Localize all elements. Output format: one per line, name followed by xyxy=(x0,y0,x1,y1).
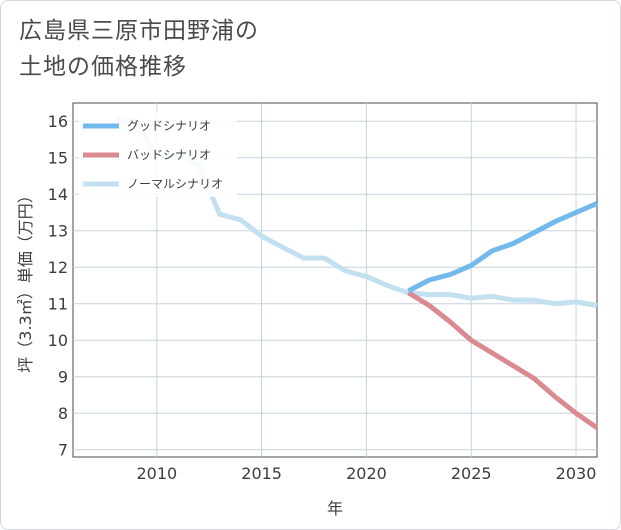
y-tick-label: 12 xyxy=(48,258,68,277)
x-tick-label: 2025 xyxy=(451,464,492,483)
chart-title: 広島県三原市田野浦の 土地の価格推移 xyxy=(19,13,259,85)
x-axis-title: 年 xyxy=(327,499,343,518)
x-tick-label: 2015 xyxy=(241,464,282,483)
series-line-0 xyxy=(407,201,598,294)
x-tick-label: 2030 xyxy=(556,464,597,483)
y-tick-label: 8 xyxy=(58,404,68,423)
y-tick-label: 13 xyxy=(48,222,68,241)
chart-title-line2: 土地の価格推移 xyxy=(19,54,187,80)
x-axis-ticks: 2010 2015 2020 2025 2030 xyxy=(136,464,596,483)
y-tick-label: 10 xyxy=(48,331,68,350)
legend-label: バッドシナリオ xyxy=(127,148,211,162)
y-axis-title: 坪（3.3㎡）単価（万円） xyxy=(16,187,35,372)
chart-title-line1: 広島県三原市田野浦の xyxy=(19,18,259,44)
y-tick-label: 14 xyxy=(48,185,68,204)
y-axis-ticks: 7 8 9 10 11 12 13 14 15 16 xyxy=(48,112,68,459)
legend-label: ノーマルシナリオ xyxy=(127,177,223,191)
x-tick-label: 2010 xyxy=(136,464,177,483)
series-line-1 xyxy=(407,290,599,430)
y-tick-label: 11 xyxy=(48,295,68,314)
x-tick-label: 2020 xyxy=(346,464,387,483)
y-tick-label: 16 xyxy=(48,112,68,131)
y-tick-label: 15 xyxy=(48,149,68,168)
legend-label: グッドシナリオ xyxy=(127,119,211,133)
y-tick-label: 9 xyxy=(58,368,68,387)
y-tick-label: 7 xyxy=(58,441,68,460)
